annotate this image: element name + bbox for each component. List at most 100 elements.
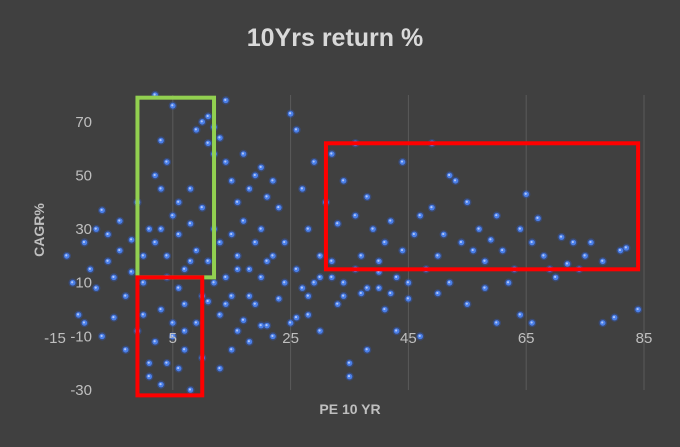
- data-point: [586, 238, 596, 247]
- data-point: [386, 289, 395, 298]
- data-point: [256, 273, 266, 282]
- data-point: [92, 224, 101, 234]
- data-point: [156, 136, 166, 145]
- data-point: [186, 184, 195, 194]
- data-point: [445, 278, 454, 287]
- data-point: [539, 251, 549, 261]
- data-point: [174, 364, 183, 373]
- data-point: [351, 211, 360, 220]
- data-point: [480, 283, 490, 293]
- data-point: [262, 257, 272, 266]
- data-point: [203, 297, 213, 306]
- data-point: [374, 257, 384, 266]
- data-point: [74, 310, 83, 320]
- data-point: [156, 184, 166, 194]
- data-point: [315, 251, 325, 261]
- data-point: [327, 149, 337, 159]
- data-point: [327, 257, 337, 266]
- data-point: [109, 273, 119, 282]
- data-point: [180, 265, 189, 274]
- data-point: [80, 238, 89, 247]
- data-point: [309, 157, 319, 167]
- data-point: [516, 224, 525, 234]
- data-point: [180, 299, 189, 309]
- data-point: [345, 358, 354, 368]
- data-point: [410, 230, 419, 239]
- x-tick-label: -15: [44, 330, 66, 347]
- data-point: [221, 157, 231, 167]
- data-point: [256, 321, 266, 330]
- data-point: [474, 224, 484, 234]
- data-point: [215, 364, 225, 373]
- data-point: [239, 316, 248, 325]
- data-point: [97, 332, 107, 341]
- data-point: [162, 157, 172, 167]
- data-point: [192, 318, 201, 328]
- data-point: [221, 273, 231, 282]
- data-point: [563, 259, 572, 269]
- data-point: [186, 219, 195, 228]
- data-point: [398, 157, 407, 167]
- data-point: [368, 224, 378, 234]
- data-point: [380, 238, 390, 247]
- y-tick-label: 10: [75, 275, 92, 292]
- data-point: [463, 198, 472, 207]
- data-point: [298, 283, 307, 293]
- data-point: [304, 291, 313, 301]
- data-point: [168, 101, 177, 110]
- data-point: [145, 224, 154, 234]
- data-point: [304, 224, 313, 234]
- data-point: [533, 214, 543, 223]
- data-point: [203, 139, 213, 148]
- data-point: [274, 294, 284, 304]
- data-point: [498, 246, 507, 255]
- data-point: [392, 326, 401, 336]
- data-point: [280, 278, 289, 287]
- highlight-box-3: [323, 141, 641, 272]
- data-point: [227, 176, 236, 186]
- data-point: [256, 163, 266, 172]
- data-point: [180, 345, 189, 354]
- data-point: [292, 313, 301, 322]
- data-point: [380, 305, 390, 314]
- data-point: [180, 326, 189, 336]
- data-point: [103, 230, 113, 239]
- data-point: [598, 318, 607, 328]
- data-point: [162, 358, 172, 368]
- highlight-box-2: [135, 275, 205, 398]
- data-point: [121, 345, 130, 354]
- data-point: [404, 294, 413, 304]
- y-tick-label: -10: [70, 328, 92, 345]
- data-point: [68, 278, 77, 287]
- data-point: [551, 273, 560, 282]
- data-point: [339, 176, 348, 186]
- data-point: [569, 238, 578, 247]
- data-point: [286, 318, 295, 328]
- data-point: [492, 318, 501, 328]
- highlight-boxes: [135, 95, 641, 398]
- data-point: [309, 278, 319, 287]
- data-point: [304, 310, 313, 320]
- data-point: [398, 246, 407, 255]
- data-point: [233, 326, 242, 336]
- data-point: [451, 176, 460, 186]
- data-point: [186, 257, 195, 266]
- data-point: [198, 117, 207, 127]
- y-tick-label: 30: [75, 221, 92, 238]
- data-point: [121, 291, 130, 301]
- x-tick-label: 45: [400, 330, 417, 347]
- x-tick-label: 25: [282, 330, 299, 347]
- data-point: [415, 332, 425, 341]
- data-point: [227, 291, 236, 301]
- data-point: [268, 176, 278, 186]
- data-point: [139, 310, 148, 320]
- data-point: [580, 251, 590, 261]
- data-point: [97, 206, 107, 215]
- data-point: [251, 171, 260, 180]
- data-point: [233, 198, 242, 207]
- data-point: [262, 192, 272, 202]
- data-point: [339, 278, 348, 287]
- data-point: [415, 211, 425, 220]
- data-point: [598, 257, 607, 266]
- data-point: [339, 291, 348, 301]
